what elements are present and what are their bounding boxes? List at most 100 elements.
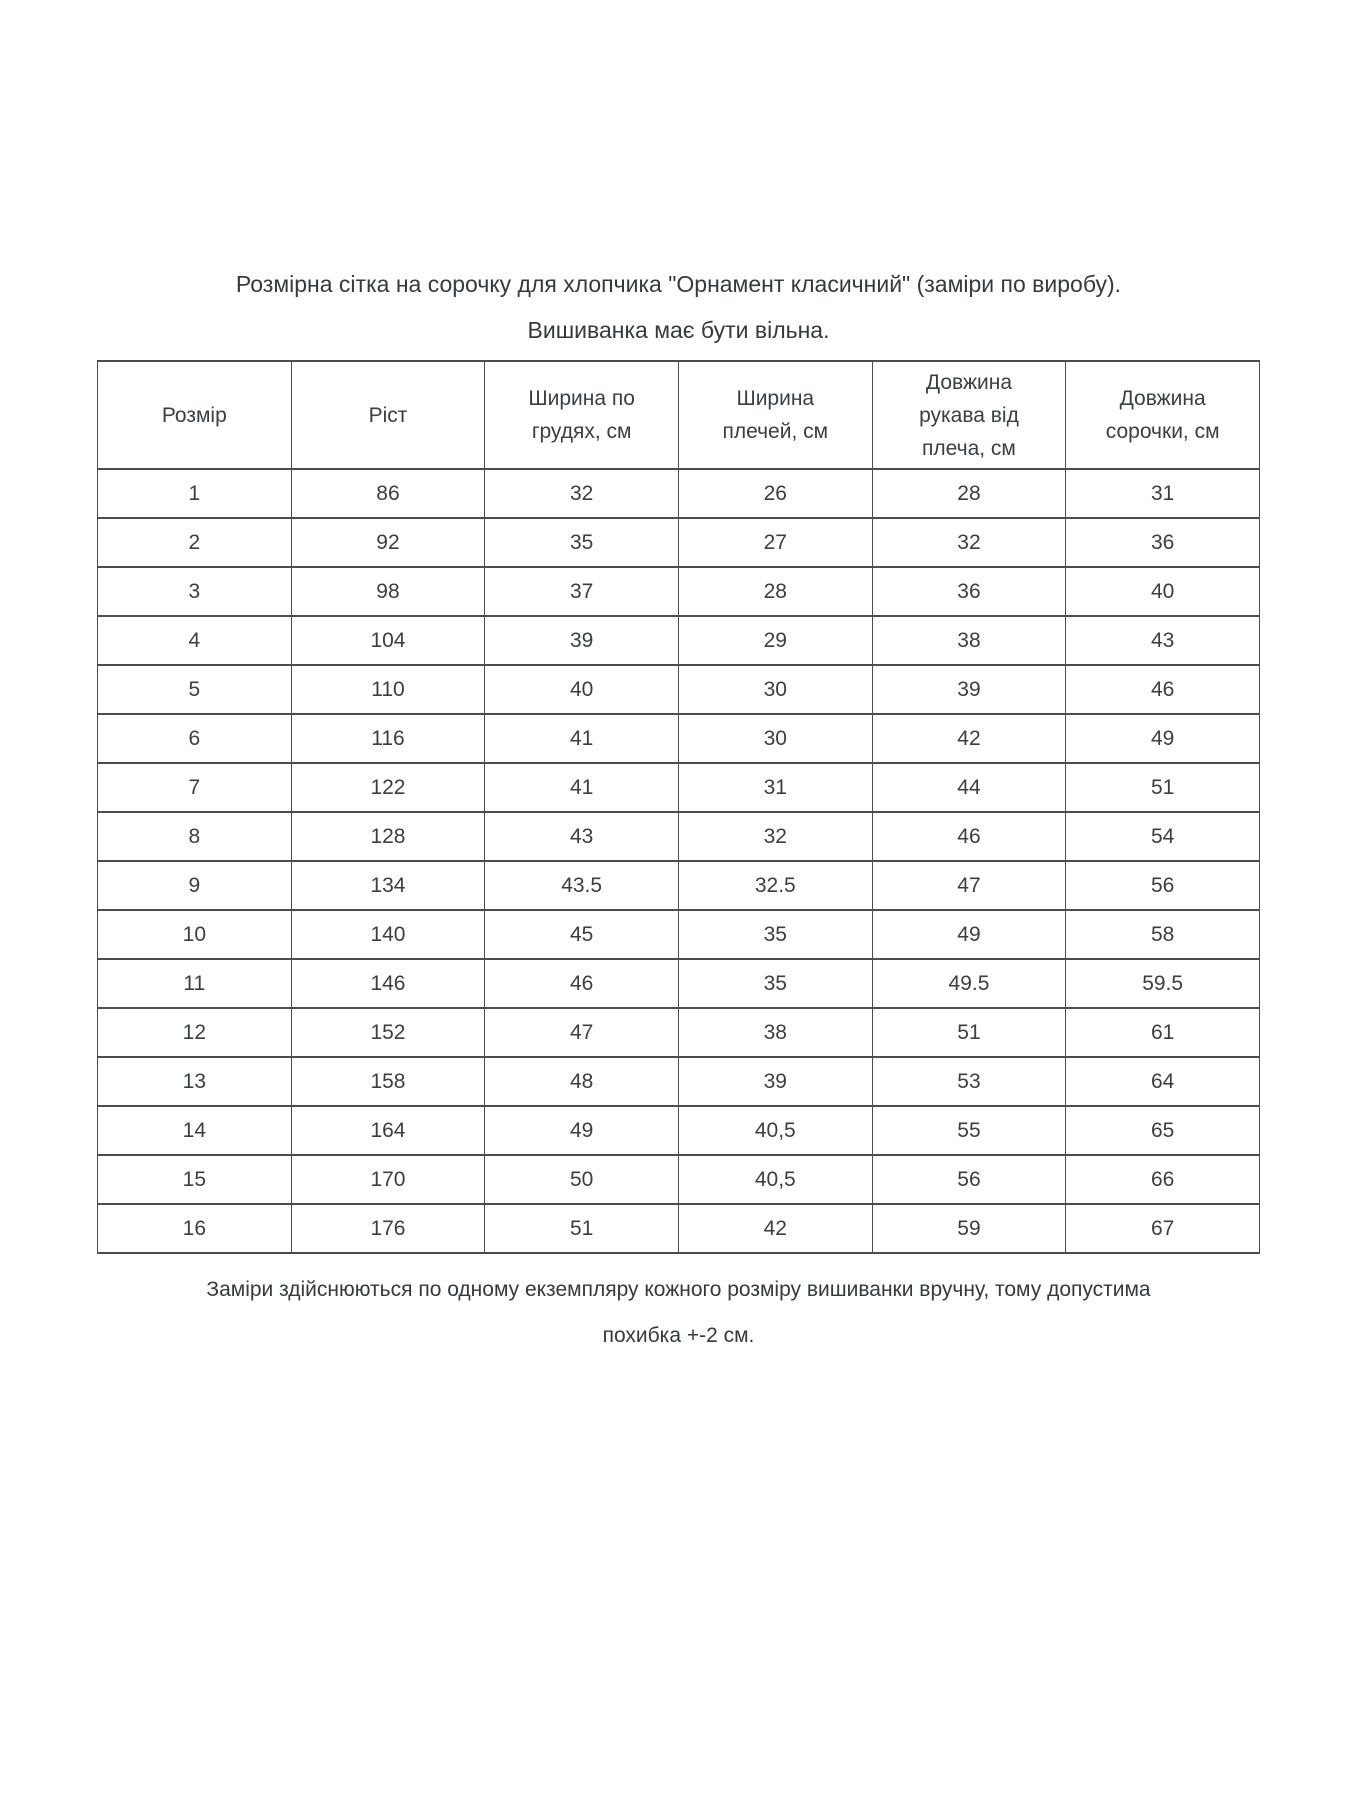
page: Розмірна сітка на сорочку для хлопчика "… bbox=[97, 261, 1260, 1359]
table-cell: 9 bbox=[97, 860, 292, 911]
table-cell: 47 bbox=[484, 1007, 679, 1058]
table-cell: 32.5 bbox=[677, 860, 873, 911]
table-row: 13 158 48 39 53 64 bbox=[97, 1056, 1260, 1107]
table-cell: 14 bbox=[97, 1105, 292, 1156]
header-cell-sleeve-length: Довжина рукава від плеча, см bbox=[871, 360, 1067, 470]
footer-line-2: похибка +-2 см. bbox=[602, 1324, 755, 1347]
table-cell: 49 bbox=[871, 909, 1067, 960]
table-cell: 58 bbox=[1065, 909, 1260, 960]
table-cell: 98 bbox=[290, 566, 486, 617]
table-cell: 41 bbox=[484, 762, 679, 813]
header-cell-shirt-length: Довжина сорочки, см bbox=[1065, 360, 1260, 470]
table-cell: 6 bbox=[97, 713, 292, 764]
table-cell: 128 bbox=[290, 811, 486, 862]
table-cell: 30 bbox=[677, 713, 873, 764]
table-cell: 39 bbox=[871, 664, 1067, 715]
table-row: 3 98 37 28 36 40 bbox=[97, 566, 1260, 617]
header-cell-chest-width: Ширина по грудях, см bbox=[484, 360, 679, 470]
table-cell: 59.5 bbox=[1065, 958, 1260, 1009]
table-row: 1 86 32 26 28 31 bbox=[97, 468, 1260, 519]
footer-note: Заміри здійснюються по одному екземпляру… bbox=[97, 1267, 1260, 1359]
table-cell: 38 bbox=[871, 615, 1067, 666]
table-cell: 59 bbox=[871, 1203, 1067, 1254]
table-row: 9 134 43.5 32.5 47 56 bbox=[97, 860, 1260, 911]
table-cell: 43.5 bbox=[484, 860, 679, 911]
table-cell: 110 bbox=[290, 664, 486, 715]
table-cell: 146 bbox=[290, 958, 486, 1009]
table-row: 5 110 40 30 39 46 bbox=[97, 664, 1260, 715]
table-cell: 39 bbox=[484, 615, 679, 666]
table-cell: 37 bbox=[484, 566, 679, 617]
table-cell: 64 bbox=[1065, 1056, 1260, 1107]
table-cell: 41 bbox=[484, 713, 679, 764]
table-header-row: Розмір Ріст Ширина по грудях, см Ширина … bbox=[97, 360, 1260, 470]
table-row: 2 92 35 27 32 36 bbox=[97, 517, 1260, 568]
table-cell: 140 bbox=[290, 909, 486, 960]
table-row: 6 116 41 30 42 49 bbox=[97, 713, 1260, 764]
table-cell: 49 bbox=[1065, 713, 1260, 764]
table-cell: 51 bbox=[1065, 762, 1260, 813]
table-cell: 44 bbox=[871, 762, 1067, 813]
table-body: 1 86 32 26 28 31 2 92 35 27 32 36 3 98 37 28 36 40 4 104 39 2… bbox=[97, 468, 1260, 1254]
table-cell: 28 bbox=[677, 566, 873, 617]
table-cell: 56 bbox=[871, 1154, 1067, 1205]
title-line-2: Вишиванка має бути вільна. bbox=[527, 317, 830, 343]
table-cell: 92 bbox=[290, 517, 486, 568]
table-cell: 158 bbox=[290, 1056, 486, 1107]
table-cell: 50 bbox=[484, 1154, 679, 1205]
table-cell: 40,5 bbox=[677, 1105, 873, 1156]
table-cell: 35 bbox=[484, 517, 679, 568]
table-cell: 40 bbox=[484, 664, 679, 715]
page-title: Розмірна сітка на сорочку для хлопчика "… bbox=[97, 261, 1260, 353]
table-cell: 51 bbox=[484, 1203, 679, 1254]
table-cell: 67 bbox=[1065, 1203, 1260, 1254]
table-cell: 134 bbox=[290, 860, 486, 911]
table-cell: 54 bbox=[1065, 811, 1260, 862]
table-cell: 1 bbox=[97, 468, 292, 519]
table-cell: 40 bbox=[1065, 566, 1260, 617]
table-cell: 42 bbox=[871, 713, 1067, 764]
table-cell: 32 bbox=[484, 468, 679, 519]
table-cell: 26 bbox=[677, 468, 873, 519]
table-cell: 16 bbox=[97, 1203, 292, 1254]
table-cell: 43 bbox=[484, 811, 679, 862]
table-cell: 51 bbox=[871, 1007, 1067, 1058]
table-cell: 55 bbox=[871, 1105, 1067, 1156]
table-cell: 53 bbox=[871, 1056, 1067, 1107]
table-cell: 2 bbox=[97, 517, 292, 568]
table-cell: 66 bbox=[1065, 1154, 1260, 1205]
table-row: 16 176 51 42 59 67 bbox=[97, 1203, 1260, 1254]
table-cell: 116 bbox=[290, 713, 486, 764]
footer-line-1: Заміри здійснюються по одному екземпляру… bbox=[206, 1278, 1151, 1301]
table-cell: 36 bbox=[1065, 517, 1260, 568]
table-cell: 43 bbox=[1065, 615, 1260, 666]
table-row: 8 128 43 32 46 54 bbox=[97, 811, 1260, 862]
table-cell: 104 bbox=[290, 615, 486, 666]
table-cell: 49 bbox=[484, 1105, 679, 1156]
table-cell: 31 bbox=[1065, 468, 1260, 519]
table-cell: 15 bbox=[97, 1154, 292, 1205]
table-cell: 56 bbox=[1065, 860, 1260, 911]
table-cell: 45 bbox=[484, 909, 679, 960]
table-row: 12 152 47 38 51 61 bbox=[97, 1007, 1260, 1058]
table-cell: 46 bbox=[484, 958, 679, 1009]
table-cell: 32 bbox=[871, 517, 1067, 568]
table-cell: 49.5 bbox=[871, 958, 1067, 1009]
table-cell: 65 bbox=[1065, 1105, 1260, 1156]
table-row: 14 164 49 40,5 55 65 bbox=[97, 1105, 1260, 1156]
table-cell: 122 bbox=[290, 762, 486, 813]
table-row: 7 122 41 31 44 51 bbox=[97, 762, 1260, 813]
table-cell: 86 bbox=[290, 468, 486, 519]
header-cell-size: Розмір bbox=[97, 360, 292, 470]
table-row: 15 170 50 40,5 56 66 bbox=[97, 1154, 1260, 1205]
table-cell: 36 bbox=[871, 566, 1067, 617]
table-cell: 7 bbox=[97, 762, 292, 813]
table-cell: 29 bbox=[677, 615, 873, 666]
table-cell: 32 bbox=[677, 811, 873, 862]
table-cell: 46 bbox=[871, 811, 1067, 862]
table-cell: 176 bbox=[290, 1203, 486, 1254]
table-cell: 170 bbox=[290, 1154, 486, 1205]
table-cell: 30 bbox=[677, 664, 873, 715]
size-chart-table: Розмір Ріст Ширина по грудях, см Ширина … bbox=[97, 360, 1260, 1254]
table-cell: 164 bbox=[290, 1105, 486, 1156]
